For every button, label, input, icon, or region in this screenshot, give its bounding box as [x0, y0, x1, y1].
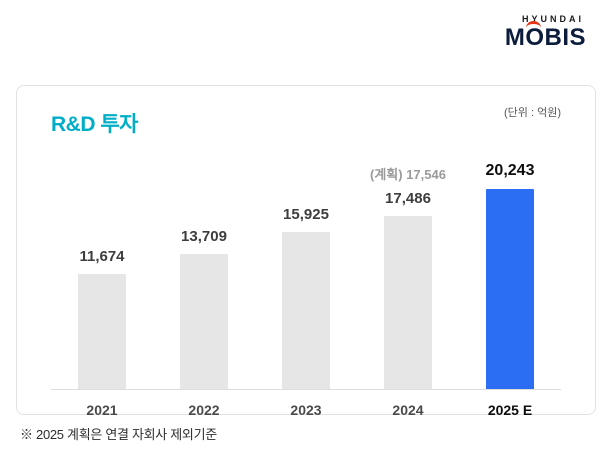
chart-title: R&D 투자 [51, 113, 138, 136]
x-axis-labels: 2021 2022 2023 2024 2025 E [51, 390, 561, 418]
card-header: R&D 투자 (단위 : 억원) [51, 107, 561, 138]
logo-mobis-wordmark: MO BIS [504, 21, 586, 51]
chart-column-2024: (계획) 17,546 17,486 [357, 164, 459, 389]
bar-value-label: 20,243 [485, 162, 535, 179]
x-axis-label-2022: 2022 [188, 402, 220, 418]
bar-2021 [78, 274, 126, 389]
bar-2023 [282, 232, 330, 389]
bar-value-label: 13,709 [181, 228, 227, 245]
bar-2022 [180, 254, 228, 389]
logo-mobis-o: O [525, 21, 544, 50]
logo-mobis-m: M [504, 24, 526, 51]
x-axis-label-2024: 2024 [392, 402, 424, 418]
x-axis-label-2025 E: 2025 E [487, 402, 533, 418]
chart-column-2022: 13,709 [153, 228, 255, 389]
bar-value-label: 11,674 [79, 248, 125, 265]
x-axis-label-2023: 2023 [290, 402, 322, 418]
unit-label: (단위 : 억원) [504, 107, 561, 119]
chart-column-2023: 15,925 [255, 206, 357, 389]
plan-annotation: (계획) 17,546 [370, 167, 446, 182]
bar-2025 E [486, 189, 534, 389]
x-axis-label-2021: 2021 [86, 402, 118, 418]
logo-mobis-bis: BIS [544, 24, 586, 51]
logo-red-accent-icon [526, 21, 542, 28]
rnd-investment-chart-card: R&D 투자 (단위 : 억원) 11,674 13,709 15,925 (계획) … [16, 85, 596, 418]
logo-hyundai-text: HYUNDAI [521, 14, 584, 24]
bar-value-label: 17,486 [385, 190, 431, 207]
bar-2024 [384, 216, 432, 389]
chart-column-2021: 11,674 [51, 248, 153, 389]
footnote: ※ 2025 계획은 연결 자회사 제외기준 [20, 427, 217, 442]
bar-chart-plot-area: 11,674 13,709 15,925 (계획) 17,546 17,486 20,24… [51, 140, 561, 390]
bar-value-label: 15,925 [283, 206, 329, 223]
hyundai-mobis-logo: HYUNDAI MO BIS [505, 14, 586, 50]
chart-column-2025 E: 20,243 [459, 162, 561, 389]
